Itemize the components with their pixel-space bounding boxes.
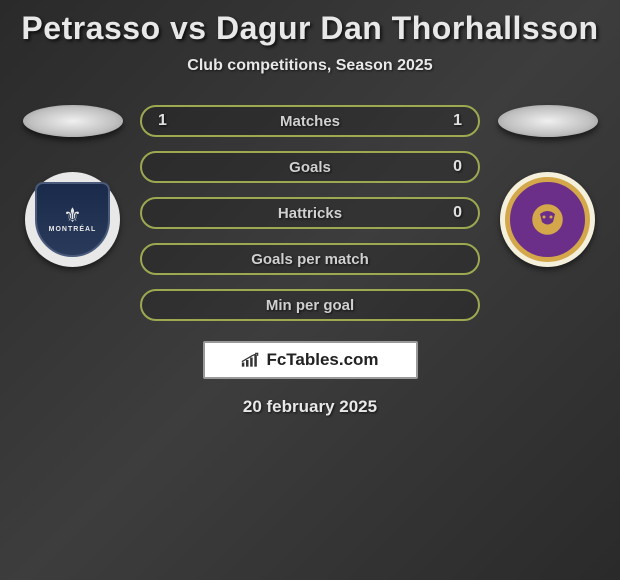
montreal-label: MONTRÉAL [49, 226, 97, 233]
attribution-text: FcTables.com [266, 350, 378, 370]
lion-head-icon [530, 202, 565, 237]
comparison-card: Petrasso vs Dagur Dan Thorhallsson Club … [0, 0, 620, 417]
stat-label: Goals [178, 159, 442, 176]
page-subtitle: Club competitions, Season 2025 [0, 57, 620, 75]
player-right-column [490, 105, 605, 267]
stat-right-value: 0 [442, 158, 462, 176]
player-right-avatar-placeholder [498, 105, 598, 137]
fleur-de-lis-icon: ⚜ [64, 206, 82, 226]
stat-right-value: 1 [442, 112, 462, 130]
stat-row-goals-per-match: Goals per match [140, 243, 480, 275]
page-title: Petrasso vs Dagur Dan Thorhallsson [0, 10, 620, 47]
orlando-circle-icon [505, 177, 590, 262]
stat-left-value: 1 [158, 112, 178, 130]
stat-label: Hattricks [178, 205, 442, 222]
stat-label: Goals per match [178, 251, 442, 268]
montreal-shield-icon: ⚜ MONTRÉAL [35, 182, 110, 257]
stat-label: Matches [178, 113, 442, 130]
stats-column: 1 Matches 1 Goals 0 Hattricks 0 Goals pe… [140, 105, 480, 321]
chart-growth-icon [241, 352, 261, 368]
player-left-column: ⚜ MONTRÉAL [15, 105, 130, 267]
stat-row-min-per-goal: Min per goal [140, 289, 480, 321]
lion-icon [523, 195, 573, 245]
stat-row-matches: 1 Matches 1 [140, 105, 480, 137]
stat-right-value: 0 [442, 204, 462, 222]
club-logo-left: ⚜ MONTRÉAL [25, 172, 120, 267]
date-label: 20 february 2025 [0, 397, 620, 417]
stat-row-hattricks: Hattricks 0 [140, 197, 480, 229]
attribution-badge: FcTables.com [203, 341, 418, 379]
stat-row-goals: Goals 0 [140, 151, 480, 183]
club-logo-right [500, 172, 595, 267]
main-comparison-area: ⚜ MONTRÉAL 1 Matches 1 Goals 0 Hattricks… [0, 105, 620, 321]
player-left-avatar-placeholder [23, 105, 123, 137]
stat-label: Min per goal [178, 297, 442, 314]
